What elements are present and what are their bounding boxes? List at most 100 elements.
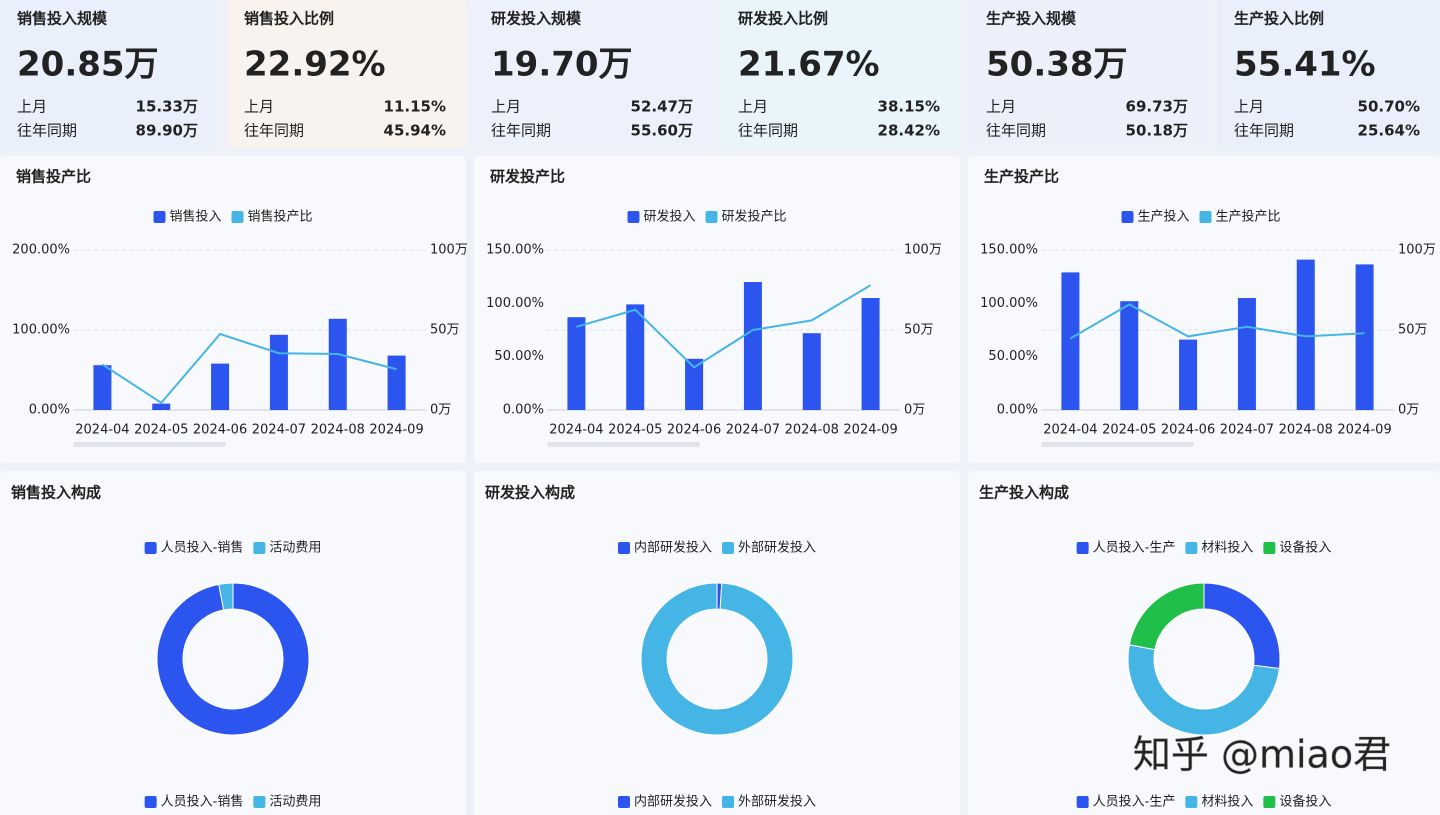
kpi-title: 销售投入规模 [17, 10, 108, 28]
kpi-title: 生产投入规模 [986, 10, 1077, 28]
kpi-row-value: 28.42% [878, 122, 940, 140]
chart-panel [0, 156, 466, 463]
x-tick-label: 2024-05 [1102, 423, 1156, 438]
bar [685, 358, 704, 410]
x-tick-label: 2024-04 [75, 423, 129, 438]
y-tick-label: 100.00% [12, 323, 70, 338]
legend-swatch [1199, 211, 1212, 223]
kpi-row-value: 25.64% [1358, 122, 1420, 140]
chart-panel [968, 156, 1440, 463]
legend-swatch [617, 542, 630, 554]
chart-title: 研发投产比 [490, 168, 565, 186]
kpi-card [969, 0, 1208, 148]
x-tick-label: 2024-07 [1220, 423, 1274, 438]
scrollbar [1041, 442, 1194, 447]
line-series [101, 332, 397, 405]
legend-swatch [1076, 542, 1089, 554]
legend-swatch [1185, 796, 1198, 808]
chart-title: 销售投产比 [16, 168, 91, 186]
y-tick-label: 0.00% [29, 403, 70, 418]
legend-swatch [253, 796, 266, 808]
scrollbar [73, 442, 226, 447]
y2-tick-label: 100万 [430, 243, 468, 258]
legend-label: 生产投入 [1137, 209, 1189, 225]
legend-swatch [1185, 542, 1198, 554]
bar [861, 298, 880, 410]
watermark: 知乎 @miao君 [1133, 733, 1391, 777]
legend-label: 人员投入-销售 [161, 540, 244, 556]
legend-label: 外部研发投入 [738, 540, 816, 556]
legend-swatch [722, 796, 734, 808]
kpi-row-value: 89.90万 [136, 122, 198, 140]
donut-slice [1127, 644, 1280, 736]
legend-swatch [722, 542, 734, 554]
legend-swatch [1263, 796, 1276, 808]
bar [567, 317, 586, 410]
legend-swatch [617, 796, 630, 808]
y-tick-label: 100.00% [486, 296, 544, 311]
bar [802, 333, 821, 410]
y-tick-label: 200.00% [12, 243, 70, 258]
kpi-row-value: 45.94% [384, 122, 446, 140]
kpi-title: 生产投入比例 [1234, 10, 1324, 28]
legend-label: 销售投产比 [248, 209, 313, 225]
bar [743, 282, 762, 410]
x-tick-label: 2024-06 [1161, 423, 1215, 438]
x-tick-label: 2024-05 [608, 423, 662, 438]
y-tick-label: 0.00% [997, 403, 1038, 418]
legend-label: 设备投入 [1279, 540, 1331, 556]
y-tick-label: 150.00% [486, 243, 544, 258]
kpi-title: 研发投入比例 [738, 10, 828, 28]
donut-slice [1128, 582, 1205, 651]
legend-label: 活动费用 [269, 541, 321, 556]
kpi-card [0, 0, 218, 148]
kpi-value: 19.70万 [491, 45, 633, 85]
legend-swatch [231, 211, 244, 223]
x-tick-label: 2024-08 [785, 423, 839, 438]
legend-swatch [1121, 211, 1134, 223]
chart-panel [968, 471, 1440, 815]
kpi-value: 21.67% [738, 45, 880, 85]
bar [211, 363, 230, 410]
x-tick-label: 2024-07 [726, 423, 780, 438]
chart-title: 生产投入构成 [979, 484, 1069, 502]
x-tick-label: 2024-09 [1337, 423, 1391, 438]
legend-label: 人员投入-销售 [161, 794, 244, 810]
kpi-row-label: 上月 [491, 98, 521, 116]
kpi-row-value: 15.33万 [136, 98, 198, 116]
y-tick-label: 0.00% [503, 403, 544, 418]
bar [269, 334, 288, 410]
legend-swatch [144, 542, 157, 554]
kpi-row-value: 52.47万 [631, 98, 693, 116]
kpi-row-label: 往年同期 [17, 122, 77, 140]
line-series [576, 284, 872, 369]
bar [1237, 298, 1256, 410]
donut-slice [156, 582, 310, 736]
kpi-value: 55.41% [1234, 45, 1376, 85]
scrollbar [547, 442, 700, 447]
x-tick-label: 2024-06 [667, 423, 721, 438]
x-tick-label: 2024-09 [369, 423, 423, 438]
y2-tick-label: 100万 [904, 243, 942, 258]
legend-swatch [705, 211, 718, 223]
chart-title: 销售投入构成 [11, 484, 101, 502]
y-tick-label: 50.00% [494, 349, 544, 364]
y-tick-label: 50.00% [988, 349, 1038, 364]
donut-slice [640, 582, 794, 736]
legend-swatch [253, 542, 266, 554]
x-tick-label: 2024-06 [193, 423, 247, 438]
legend-swatch [627, 211, 640, 223]
kpi-row-value: 50.70% [1358, 98, 1420, 116]
kpi-row-value: 55.60万 [631, 122, 693, 140]
x-tick-label: 2024-04 [1043, 423, 1097, 438]
legend-label: 材料投入 [1201, 540, 1253, 556]
kpi-row-value: 50.18万 [1126, 122, 1188, 140]
donut-slice [218, 582, 234, 611]
x-tick-label: 2024-08 [1279, 423, 1333, 438]
line-series [1069, 303, 1365, 340]
legend-swatch [153, 211, 166, 223]
kpi-value: 20.85万 [17, 45, 159, 85]
y2-tick-label: 50万 [1398, 323, 1428, 338]
y2-tick-label: 50万 [430, 323, 460, 338]
